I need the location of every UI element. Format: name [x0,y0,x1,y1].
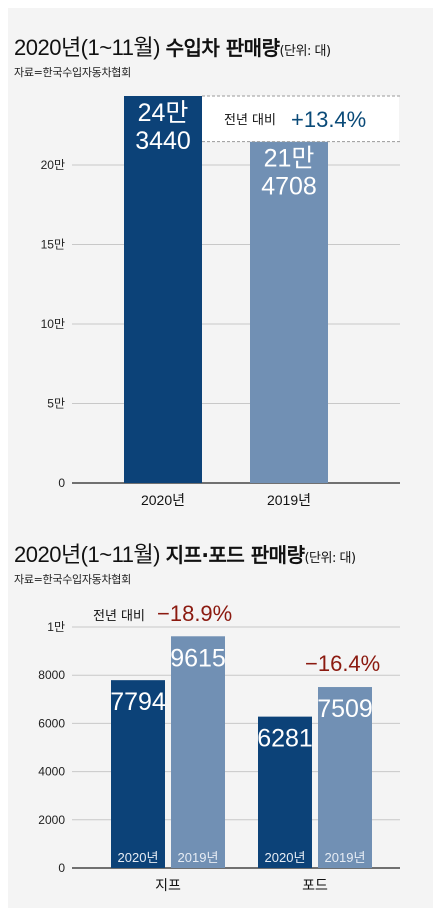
y-tick-label: 4000 [38,765,65,779]
bar [124,96,202,483]
x-category-label: 지프 [155,877,181,893]
bar-value-label: 21만 [264,145,315,173]
chart1-source: 자료=한국수입자동차협회 [14,66,131,79]
bar-series-label: 2020년 [118,850,159,865]
yoy-label: 전년 대비 [93,609,145,624]
bar-value-label: 9615 [170,644,226,672]
y-tick-label: 10만 [41,317,65,331]
chart1-title: 2020년(1~11월) 수입차 판매량(단위: 대) [14,35,331,60]
x-category-label: 2019년 [267,492,311,508]
chart2-source: 자료=한국수입자동차협회 [14,573,131,586]
bar-value-label: 7509 [317,695,373,723]
yoy-box [202,96,399,142]
yoy-value: +13.4% [291,107,366,132]
y-tick-label: 0 [58,861,65,875]
bar-value-label: 7794 [110,688,166,716]
yoy-value-jeep: −18.9% [157,601,232,626]
bar [258,716,312,868]
bar [171,636,225,868]
y-tick-label: 8000 [38,668,65,682]
bar-value-label: 4708 [261,173,317,201]
bar-series-label: 2019년 [325,850,366,865]
y-tick-label: 20만 [41,158,65,172]
bar-value-label: 3440 [135,127,191,155]
bar-value-label: 6281 [257,725,313,753]
y-tick-label: 1만 [47,620,65,634]
yoy-label: 전년 대비 [224,113,276,128]
y-tick-label: 15만 [41,238,65,252]
x-category-label: 2020년 [141,492,185,508]
chart2-title: 2020년(1~11월) 지프·포드 판매량(단위: 대) [14,542,356,567]
bar-series-label: 2020년 [265,850,306,865]
bar-value-label: 24만 [138,99,189,127]
y-tick-label: 5만 [47,397,65,411]
y-tick-label: 6000 [38,716,65,730]
bar [318,687,372,868]
yoy-value-ford: −16.4% [305,651,380,676]
y-tick-label: 0 [58,476,65,490]
x-category-label: 포드 [302,877,328,893]
bar [111,680,165,868]
bar [250,141,328,483]
bar-series-label: 2019년 [178,850,219,865]
y-tick-label: 2000 [38,813,65,827]
